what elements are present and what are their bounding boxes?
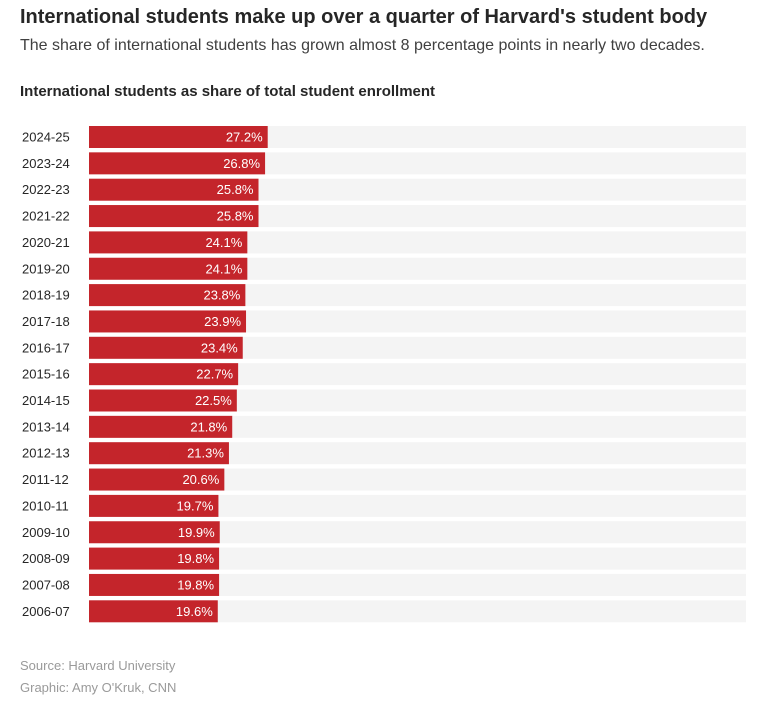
category-label: 2008-09 xyxy=(22,551,70,566)
graphic-credit: Graphic: Amy O'Kruk, CNN xyxy=(20,680,177,695)
value-label: 27.2% xyxy=(226,130,263,145)
value-label: 19.8% xyxy=(177,551,214,566)
category-label: 2022-23 xyxy=(22,182,70,197)
chart-heading: International students as share of total… xyxy=(20,83,436,100)
category-label: 2014-15 xyxy=(22,393,70,408)
category-label: 2015-16 xyxy=(22,367,70,382)
value-label: 23.8% xyxy=(203,288,240,303)
chart-title: International students make up over a qu… xyxy=(20,6,708,28)
bar-track xyxy=(89,600,746,623)
bar-2018-19 xyxy=(89,284,246,307)
value-label: 21.3% xyxy=(187,446,224,461)
bar-2024-25 xyxy=(89,126,268,148)
bar-track xyxy=(89,547,746,570)
value-label: 21.8% xyxy=(190,419,227,434)
bar-2016-17 xyxy=(89,336,243,359)
bar-2023-24 xyxy=(89,152,266,175)
value-label: 25.8% xyxy=(217,209,254,224)
category-label: 2013-14 xyxy=(22,419,70,434)
category-label: 2021-22 xyxy=(22,209,70,224)
value-label: 23.9% xyxy=(204,314,241,329)
category-label: 2012-13 xyxy=(22,446,70,461)
value-label: 25.8% xyxy=(217,182,254,197)
bar-2008-09 xyxy=(89,547,220,570)
bar-track xyxy=(89,415,746,438)
bar-2012-13 xyxy=(89,442,229,465)
bar-2014-15 xyxy=(89,389,237,412)
chart-subtitle: The share of international students has … xyxy=(20,37,705,54)
bar-track xyxy=(89,468,746,491)
value-label: 22.7% xyxy=(196,367,233,382)
bar-2007-08 xyxy=(89,573,220,596)
bar-2021-22 xyxy=(89,205,259,228)
value-label: 20.6% xyxy=(182,472,219,487)
category-label: 2016-17 xyxy=(22,340,70,355)
bar-track xyxy=(89,389,746,412)
bar-2017-18 xyxy=(89,310,247,333)
category-label: 2019-20 xyxy=(22,261,70,276)
bar-track xyxy=(89,494,746,517)
bar-2015-16 xyxy=(89,363,239,386)
value-label: 19.6% xyxy=(176,604,213,619)
category-label: 2009-10 xyxy=(22,525,70,540)
bar-track xyxy=(89,231,746,254)
value-label: 23.4% xyxy=(201,340,238,355)
bar-track xyxy=(89,573,746,596)
bar-2019-20 xyxy=(89,257,248,280)
value-label: 19.7% xyxy=(177,498,214,513)
bar-track xyxy=(89,257,746,280)
bar-track xyxy=(89,310,746,333)
category-label: 2010-11 xyxy=(22,498,69,513)
category-label: 2018-19 xyxy=(22,288,70,303)
bar-2013-14 xyxy=(89,415,233,438)
bar-track xyxy=(89,284,746,307)
value-label: 26.8% xyxy=(223,156,260,171)
value-label: 19.8% xyxy=(177,577,214,592)
bar-track xyxy=(89,363,746,386)
value-label: 24.1% xyxy=(205,235,242,250)
category-label: 2007-08 xyxy=(22,577,70,592)
category-label: 2017-18 xyxy=(22,314,70,329)
bar-2010-11 xyxy=(89,494,219,517)
bar-2011-12 xyxy=(89,468,225,491)
bar-2022-23 xyxy=(89,178,259,201)
category-label: 2020-21 xyxy=(22,235,70,250)
bar-2009-10 xyxy=(89,521,220,544)
category-label: 2006-07 xyxy=(22,604,70,619)
value-label: 24.1% xyxy=(205,261,242,276)
bar-track xyxy=(89,336,746,359)
category-label: 2024-25 xyxy=(22,130,70,145)
category-label: 2023-24 xyxy=(22,156,70,171)
source-note: Source: Harvard University xyxy=(20,658,176,673)
bar-track xyxy=(89,521,746,544)
bar-2006-07 xyxy=(89,600,218,623)
category-label: 2011-12 xyxy=(22,472,69,487)
value-label: 19.9% xyxy=(178,525,215,540)
bar-2020-21 xyxy=(89,231,248,254)
bar-track xyxy=(89,442,746,465)
value-label: 22.5% xyxy=(195,393,232,408)
